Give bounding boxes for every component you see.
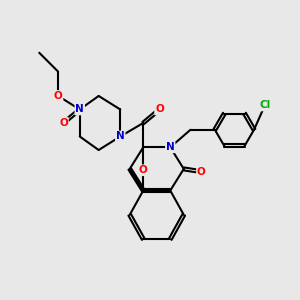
Text: O: O <box>54 91 62 101</box>
Text: O: O <box>59 118 68 128</box>
Text: N: N <box>166 142 175 152</box>
Text: O: O <box>139 165 148 175</box>
Text: N: N <box>75 104 84 115</box>
Text: Cl: Cl <box>259 100 271 110</box>
Text: O: O <box>155 104 164 115</box>
Text: O: O <box>197 167 206 177</box>
Text: N: N <box>116 131 125 142</box>
